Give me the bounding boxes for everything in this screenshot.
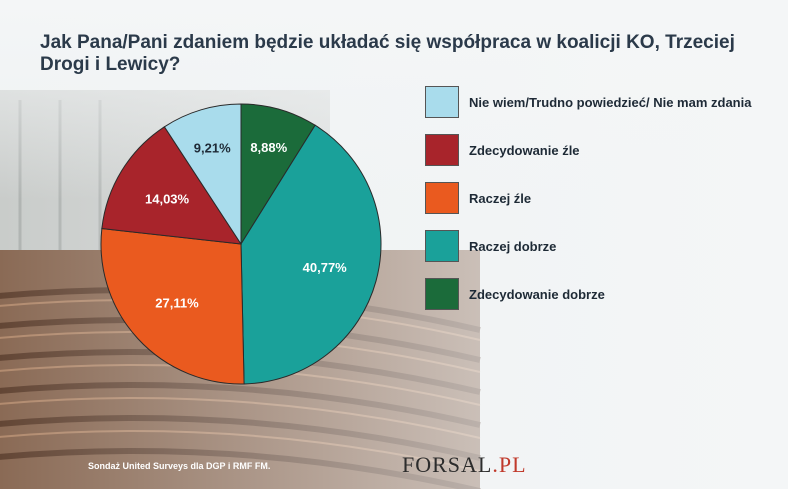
legend-label-zdecydowanie-zle: Zdecydowanie źle [469, 143, 580, 158]
brand-suffix: .PL [492, 452, 527, 477]
pie-label-zdecydowanie-zle: 14,03% [145, 192, 190, 207]
pie-label-zdecydowanie-dobrze: 8,88% [250, 140, 287, 155]
brand-name: FORSAL [402, 452, 493, 477]
source-note: Sondaż United Surveys dla DGP i RMF FM. [88, 461, 271, 471]
legend-swatch-raczej-dobrze [425, 230, 459, 262]
legend-swatch-raczej-zle [425, 182, 459, 214]
pie-slice-zdecydowanie-zle [101, 126, 242, 245]
legend-label-raczej-zle: Raczej źle [469, 191, 532, 206]
pie-label-nie-wiem-trudno-powiedziec-nie-mam-zdania: 9,21% [194, 140, 231, 155]
pie-slice-raczej-zle [100, 227, 245, 385]
legend-label-nie-wiem: Nie wiem/Trudno powiedzieć/ Nie mam zdan… [469, 95, 752, 110]
legend-swatch-zdecydowanie-zle [425, 134, 459, 166]
legend-label-zdecydowanie-dobrze: Zdecydowanie dobrze [469, 287, 605, 302]
brand-logo: FORSAL.PL [402, 452, 527, 478]
legend-swatch-zdecydowanie-dobrze [425, 278, 459, 310]
legend-swatch-nie-wiem [425, 86, 459, 118]
pie-slice-nie-wiem-trudno-powiedziec-nie-mam-zdania [163, 103, 242, 246]
legend-label-raczej-dobrze: Raczej dobrze [469, 239, 557, 254]
pie-label-raczej-dobrze: 40,77% [303, 260, 348, 275]
chart-title: Jak Pana/Pani zdaniem będzie układać się… [40, 32, 735, 75]
pie-slice-raczej-dobrze [240, 124, 382, 385]
pie-label-raczej-zle: 27,11% [155, 296, 199, 311]
